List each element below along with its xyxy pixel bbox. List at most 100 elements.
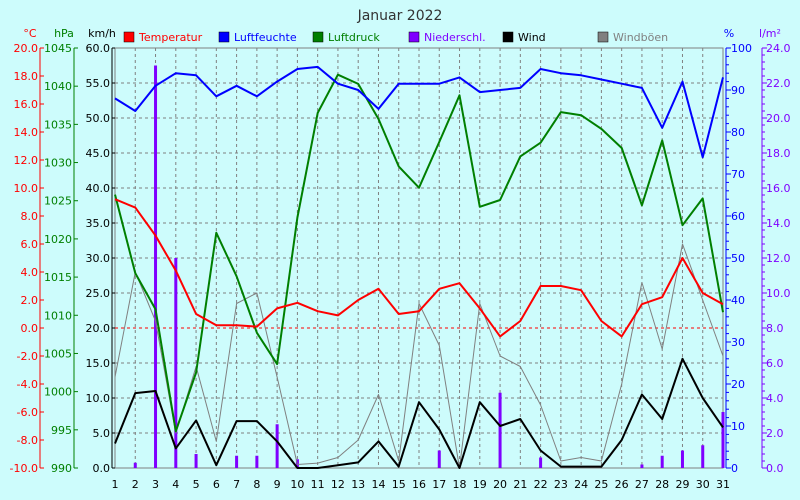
humidity-axis-tick-label: 30 xyxy=(731,336,745,349)
humidity-unit: % xyxy=(724,27,734,40)
temperature-axis-tick-label: -8.0 xyxy=(17,434,38,447)
x-tick-label: 12 xyxy=(331,478,345,491)
wind-axis-tick-label: 25.0 xyxy=(86,287,111,300)
precipitation-axis-tick-label: 6.0 xyxy=(766,357,784,370)
precipitation-bar xyxy=(174,258,178,468)
series-line xyxy=(114,198,724,338)
series-line xyxy=(114,73,724,433)
pressure-axis-tick-label: 1035 xyxy=(44,118,72,131)
x-tick-label: 13 xyxy=(351,478,365,491)
precipitation-unit: l/m² xyxy=(759,27,781,40)
temperature-axis-tick-label: -2.0 xyxy=(17,350,38,363)
legend-label: Temperatur xyxy=(138,31,203,44)
temperature-axis-tick-label: 6.0 xyxy=(21,238,39,251)
wind-axis-tick-label: 0.0 xyxy=(93,462,111,475)
temperature-axis-tick-label: -6.0 xyxy=(17,406,38,419)
temperature-axis-tick-label: 4.0 xyxy=(21,266,39,279)
x-tick-label: 8 xyxy=(253,478,260,491)
wind-axis-tick-label: 30.0 xyxy=(86,252,111,265)
humidity-axis-tick-label: 60 xyxy=(731,210,745,223)
temperature-axis-tick-label: 10.0 xyxy=(14,182,39,195)
legend-label: Wind xyxy=(518,31,546,44)
legend-label: Windböen xyxy=(613,31,668,44)
precipitation-bar xyxy=(255,455,259,468)
precipitation-bar xyxy=(498,392,502,468)
temperature-axis-tick-label: 18.0 xyxy=(14,70,39,83)
x-tick-label: 16 xyxy=(412,478,426,491)
precipitation-bar xyxy=(133,462,137,468)
x-tick-label: 25 xyxy=(594,478,608,491)
x-tick-label: 24 xyxy=(574,478,588,491)
precipitation-axis-tick-label: 16.0 xyxy=(766,182,791,195)
humidity-axis-tick-label: 70 xyxy=(731,168,745,181)
precipitation-bar xyxy=(194,454,198,468)
humidity-axis-tick-label: 50 xyxy=(731,252,745,265)
precipitation-bar xyxy=(640,464,644,468)
wind-axis-tick-label: 45.0 xyxy=(86,147,111,160)
x-tick-label: 6 xyxy=(213,478,220,491)
series-line xyxy=(114,357,724,469)
wind-axis-tick-label: 15.0 xyxy=(86,357,111,370)
x-tick-label: 26 xyxy=(615,478,629,491)
wind-axis-tick-label: 20.0 xyxy=(86,322,111,335)
x-tick-label: 18 xyxy=(453,478,467,491)
x-tick-label: 7 xyxy=(233,478,240,491)
humidity-axis-tick-label: 0 xyxy=(731,462,738,475)
x-tick-label: 22 xyxy=(534,478,548,491)
x-tick-label: 3 xyxy=(152,478,159,491)
pressure-axis-tick-label: 1010 xyxy=(44,309,72,322)
pressure-axis-tick-label: 1000 xyxy=(44,386,72,399)
precipitation-bar xyxy=(680,450,684,468)
x-tick-label: 17 xyxy=(432,478,446,491)
x-tick-label: 30 xyxy=(696,478,710,491)
humidity-axis-tick-label: 80 xyxy=(731,126,745,139)
temperature-axis-tick-label: 0.0 xyxy=(21,322,39,335)
precipitation-bar xyxy=(437,450,441,468)
precipitation-bars xyxy=(133,65,725,468)
x-tick-label: 31 xyxy=(716,478,730,491)
legend-swatch xyxy=(597,31,609,43)
x-tick-label: 11 xyxy=(311,478,325,491)
precipitation-axis-tick-label: 12.0 xyxy=(766,252,791,265)
legend-swatch xyxy=(123,31,135,43)
x-tick-label: 21 xyxy=(513,478,527,491)
x-tick-label: 9 xyxy=(274,478,281,491)
wind-axis-tick-label: 35.0 xyxy=(86,217,111,230)
pressure-axis-tick-label: 1045 xyxy=(44,42,72,55)
series-line xyxy=(114,243,724,469)
precipitation-axis-tick-label: 0.0 xyxy=(766,462,784,475)
precipitation-axis-tick-label: 10.0 xyxy=(766,287,791,300)
pressure-axis-tick-label: 1020 xyxy=(44,233,72,246)
temperature-axis-tick-label: 14.0 xyxy=(14,126,39,139)
wind-axis-tick-label: 50.0 xyxy=(86,112,111,125)
legend-swatch xyxy=(312,31,324,43)
axes: -10.0-8.0-6.0-4.0-2.00.02.04.06.08.010.0… xyxy=(10,27,791,491)
legend-label: Luftfeuchte xyxy=(234,31,297,44)
wind-axis-tick-label: 55.0 xyxy=(86,77,111,90)
x-tick-label: 29 xyxy=(675,478,689,491)
precipitation-bar xyxy=(235,455,239,468)
temperature-axis-tick-label: 8.0 xyxy=(21,210,39,223)
wind-axis-tick-label: 10.0 xyxy=(86,392,111,405)
legend-label: Niederschl. xyxy=(424,31,486,44)
x-tick-label: 4 xyxy=(172,478,179,491)
humidity-axis-tick-label: 20 xyxy=(731,378,745,391)
x-tick-label: 2 xyxy=(132,478,139,491)
legend-label: Luftdruck xyxy=(328,31,380,44)
series-line xyxy=(114,65,724,159)
precipitation-axis-tick-label: 8.0 xyxy=(766,322,784,335)
temperature-axis-tick-label: 12.0 xyxy=(14,154,39,167)
wind-axis-tick-label: 60.0 xyxy=(86,42,111,55)
humidity-axis-tick-label: 90 xyxy=(731,84,745,97)
temperature-axis-tick-label: 20.0 xyxy=(14,42,39,55)
pressure-axis-tick-label: 995 xyxy=(51,424,72,437)
precipitation-bar xyxy=(154,65,158,468)
x-tick-label: 1 xyxy=(112,478,119,491)
precipitation-bar xyxy=(721,412,725,468)
temperature-axis-tick-label: 2.0 xyxy=(21,294,39,307)
x-tick-label: 20 xyxy=(493,478,507,491)
wind-axis-tick-label: 40.0 xyxy=(86,182,111,195)
wind-axis-unit: km/h xyxy=(88,27,116,40)
pressure-axis-tick-label: 990 xyxy=(51,462,72,475)
x-tick-label: 28 xyxy=(655,478,669,491)
